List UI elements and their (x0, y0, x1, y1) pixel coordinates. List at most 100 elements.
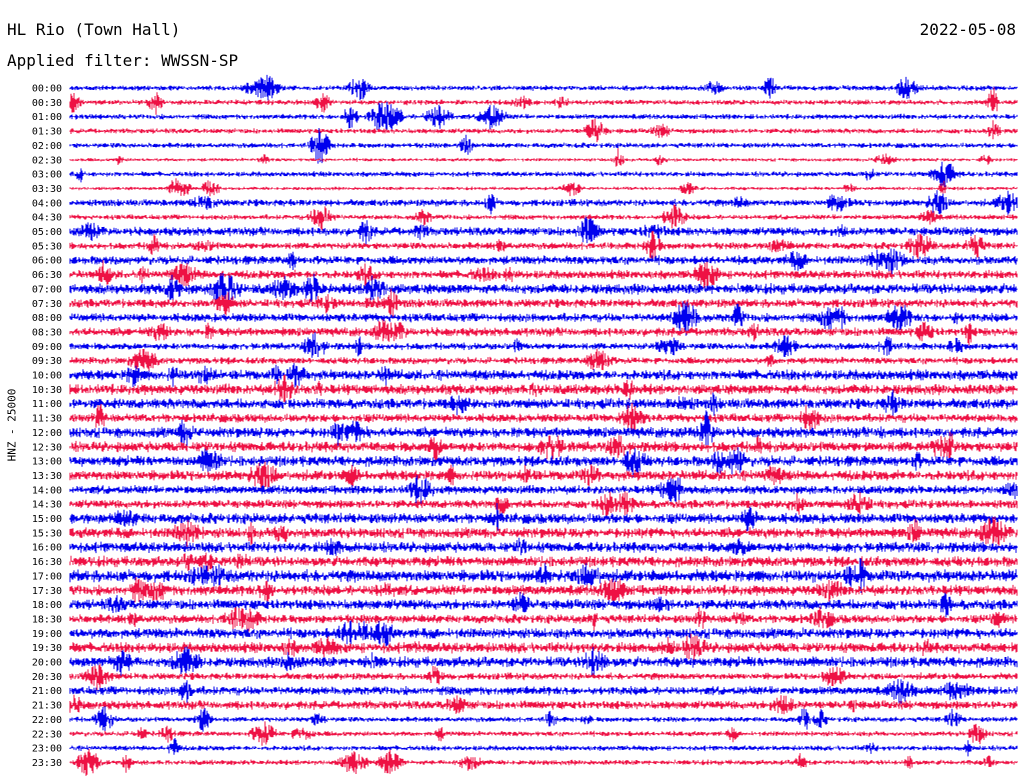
time-tick-labels: 00:00 00:30 01:00 01:30 02:00 02:30 03:00 03:30… (32, 84, 62, 769)
trace-row (69, 374, 1018, 403)
trace-row (69, 607, 1018, 632)
trace-row (69, 552, 1018, 573)
trace-row (69, 87, 1018, 115)
row-time-label: 23:00 (32, 744, 62, 755)
record-date: 2022-05-08 (919, 20, 1016, 39)
row-time-label: 07:30 (32, 299, 62, 310)
trace-row (69, 516, 1018, 547)
trace-row (69, 537, 1018, 556)
trace-row (69, 664, 1018, 691)
trace-row (69, 161, 1018, 187)
trace-row (69, 475, 1018, 505)
row-time-label: 18:30 (32, 614, 62, 625)
row-time-label: 19:30 (32, 643, 62, 654)
trace-row (69, 577, 1018, 604)
row-time-label: 14:30 (32, 500, 62, 511)
row-time-label: 05:00 (32, 227, 62, 238)
trace-row (69, 402, 1018, 433)
trace-row (69, 557, 1018, 593)
row-time-label: 08:00 (32, 313, 62, 324)
row-time-label: 06:00 (32, 256, 62, 267)
trace-row (69, 216, 1018, 246)
row-time-label: 02:30 (32, 155, 62, 166)
trace-row (69, 148, 1018, 167)
trace-row (69, 389, 1018, 416)
row-time-label: 09:00 (32, 342, 62, 353)
row-time-label: 13:00 (32, 457, 62, 468)
trace-row (69, 410, 1018, 448)
row-time-label: 12:00 (32, 428, 62, 439)
row-time-label: 03:30 (32, 184, 62, 195)
row-time-label: 16:30 (32, 557, 62, 568)
row-time-label: 01:00 (32, 112, 62, 123)
trace-row (69, 273, 1018, 306)
row-time-label: 15:00 (32, 514, 62, 525)
trace-row (69, 128, 1018, 164)
row-time-label: 17:30 (32, 586, 62, 597)
row-time-label: 11:30 (32, 414, 62, 425)
trace-row (69, 592, 1018, 618)
trace-row (69, 301, 1018, 336)
trace-row (69, 491, 1018, 517)
trace-row (69, 447, 1018, 478)
row-time-label: 16:00 (32, 543, 62, 554)
trace-row (69, 230, 1018, 260)
row-time-label: 00:30 (32, 98, 62, 109)
row-time-label: 22:00 (32, 715, 62, 726)
trace-row (69, 101, 1018, 131)
trace-row (69, 348, 1018, 372)
trace-row (69, 363, 1018, 388)
seismogram-traces (69, 74, 1018, 776)
row-time-label: 18:00 (32, 600, 62, 611)
trace-row (69, 679, 1018, 704)
row-time-label: 22:30 (32, 729, 62, 740)
row-time-label: 03:00 (32, 170, 62, 181)
row-time-label: 07:00 (32, 284, 62, 295)
trace-row (69, 646, 1018, 676)
trace-row (69, 332, 1018, 358)
trace-row (69, 633, 1018, 663)
row-time-label: 17:00 (32, 571, 62, 582)
trace-row (69, 319, 1018, 346)
row-time-label: 01:30 (32, 127, 62, 138)
trace-row (69, 738, 1018, 757)
trace-row (69, 74, 1018, 101)
row-time-label: 20:30 (32, 672, 62, 683)
trace-row (69, 178, 1018, 197)
filter-label: Applied filter: WWSSN-SP (7, 51, 239, 70)
row-time-label: 06:30 (32, 270, 62, 281)
row-time-label: 04:30 (32, 213, 62, 224)
trace-row (69, 288, 1018, 317)
row-time-label: 14:00 (32, 485, 62, 496)
trace-row (69, 260, 1018, 291)
row-time-label: 13:30 (32, 471, 62, 482)
trace-row (69, 204, 1018, 231)
trace-row (69, 749, 1018, 776)
trace-row (69, 461, 1018, 491)
row-time-label: 02:00 (32, 141, 62, 152)
station-title: HL Rio (Town Hall) (7, 20, 181, 39)
row-time-label: 21:30 (32, 701, 62, 712)
trace-row (69, 248, 1018, 275)
trace-row (69, 190, 1018, 215)
row-time-label: 10:30 (32, 385, 62, 396)
trace-row (69, 706, 1018, 733)
row-time-label: 05:30 (32, 241, 62, 252)
row-time-label: 15:30 (32, 528, 62, 539)
trace-row (69, 503, 1018, 534)
row-time-label: 20:00 (32, 658, 62, 669)
row-time-label: 04:00 (32, 198, 62, 209)
trace-row (69, 721, 1018, 746)
row-time-label: 12:30 (32, 442, 62, 453)
row-time-label: 21:00 (32, 686, 62, 697)
row-time-label: 11:00 (32, 399, 62, 410)
row-time-label: 09:30 (32, 356, 62, 367)
row-time-label: 23:30 (32, 758, 62, 769)
row-time-label: 08:30 (32, 327, 62, 338)
row-time-label: 19:00 (32, 629, 62, 640)
trace-row (69, 431, 1018, 466)
trace-row (69, 118, 1018, 143)
trace-row (69, 620, 1018, 647)
trace-row (69, 694, 1018, 715)
